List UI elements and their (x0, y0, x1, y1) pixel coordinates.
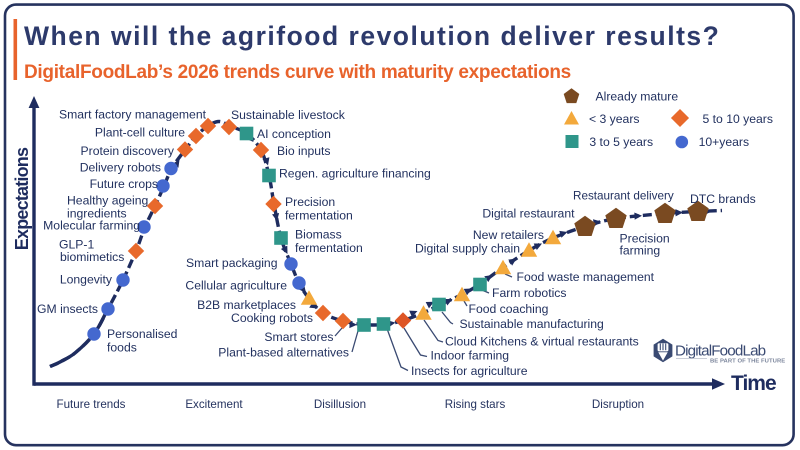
svg-text:DTC brands: DTC brands (690, 192, 756, 206)
svg-text:Cloud Kitchens & virtual resta: Cloud Kitchens & virtual restaurants (445, 335, 639, 349)
svg-text:B2B marketplaces: B2B marketplaces (197, 298, 296, 312)
svg-text:Smart stores: Smart stores (264, 330, 333, 344)
svg-text:DigitalFoodLab: DigitalFoodLab (675, 343, 766, 360)
svg-text:5 to 10 years: 5 to 10 years (703, 112, 773, 126)
svg-text:Food waste management: Food waste management (517, 270, 655, 284)
svg-text:BE PART OF THE FUTURE: BE PART OF THE FUTURE (710, 359, 785, 365)
svg-text:Smart packaging: Smart packaging (186, 256, 277, 270)
svg-text:Indoor farming: Indoor farming (431, 349, 510, 363)
svg-text:Smart factory management: Smart factory management (59, 107, 207, 121)
svg-text:Delivery robots: Delivery robots (80, 161, 161, 175)
svg-text:3 to 5 years: 3 to 5 years (589, 135, 653, 149)
svg-text:Molecular farming: Molecular farming (43, 219, 140, 233)
svg-text:Insects for agriculture: Insects for agriculture (411, 364, 528, 378)
svg-text:Already mature: Already mature (596, 90, 679, 104)
svg-text:Cellular agriculture: Cellular agriculture (185, 279, 287, 293)
svg-text:Longevity: Longevity (60, 273, 113, 287)
svg-text:When will the agrifood revolut: When will the agrifood revolution delive… (24, 21, 720, 51)
svg-text:Bio inputs: Bio inputs (277, 144, 331, 158)
svg-text:GLP-1: GLP-1 (59, 238, 94, 252)
svg-text:Farm robotics: Farm robotics (492, 286, 567, 300)
svg-text:Expectations: Expectations (12, 147, 32, 250)
svg-text:GM insects: GM insects (37, 302, 98, 316)
svg-text:Future trends: Future trends (57, 398, 126, 411)
svg-text:Excitement: Excitement (185, 398, 243, 411)
svg-text:Restaurant delivery: Restaurant delivery (573, 190, 674, 203)
svg-text:Food coaching: Food coaching (469, 302, 549, 316)
svg-text:Regen. agriculture financing: Regen. agriculture financing (279, 167, 431, 181)
svg-text:farming: farming (620, 244, 661, 258)
svg-text:biomimetics: biomimetics (60, 250, 124, 264)
svg-text:Sustainable livestock: Sustainable livestock (231, 108, 346, 122)
svg-text:Disillusion: Disillusion (314, 398, 366, 411)
svg-text:Time: Time (731, 372, 776, 395)
svg-text:fermentation: fermentation (285, 209, 353, 223)
svg-text:Future crops: Future crops (90, 177, 158, 191)
svg-text:Sustainable manufacturing: Sustainable manufacturing (460, 317, 604, 331)
svg-text:< 3 years: < 3 years (589, 112, 639, 126)
svg-text:Biomass: Biomass (295, 228, 342, 242)
svg-text:Disruption: Disruption (592, 398, 644, 411)
svg-text:foods: foods (107, 341, 137, 355)
svg-text:Precision: Precision (620, 231, 670, 245)
svg-text:ingredients: ingredients (67, 207, 127, 221)
svg-text:Healthy ageing: Healthy ageing (67, 194, 148, 208)
svg-text:DigitalFoodLab’s 2026 trends c: DigitalFoodLab’s 2026 trends curve with … (24, 62, 571, 83)
svg-text:Plant-cell culture: Plant-cell culture (95, 125, 185, 139)
svg-text:Rising stars: Rising stars (445, 398, 506, 411)
svg-text:Digital restaurant: Digital restaurant (482, 207, 575, 221)
svg-text:Digital supply chain: Digital supply chain (415, 241, 520, 255)
svg-text:10+years: 10+years (699, 135, 749, 149)
svg-text:Protein discovery: Protein discovery (81, 144, 175, 158)
svg-text:Plant-based alternatives: Plant-based alternatives (218, 346, 349, 360)
svg-text:Personalised: Personalised (107, 327, 177, 341)
svg-text:fermentation: fermentation (295, 241, 363, 255)
svg-text:New retailers: New retailers (473, 228, 544, 242)
svg-text:AI conception: AI conception (257, 127, 331, 141)
svg-text:Precision: Precision (285, 195, 335, 209)
svg-text:Cooking robots: Cooking robots (231, 311, 313, 325)
